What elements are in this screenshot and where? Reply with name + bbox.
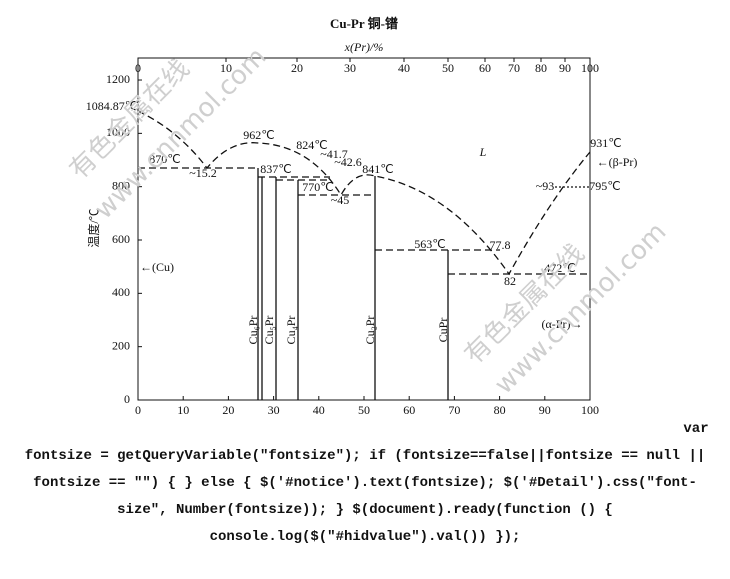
bottom-tick-label: 70 bbox=[448, 403, 460, 417]
bottom-tick-label: 20 bbox=[222, 403, 234, 417]
top-tick-label: 50 bbox=[442, 61, 454, 75]
annotation: ~15.2 bbox=[189, 166, 217, 180]
top-tick-label: 70 bbox=[508, 61, 520, 75]
annotation: 82 bbox=[504, 274, 516, 288]
y-tick-label: 1000 bbox=[106, 125, 130, 139]
top-tick-label: 20 bbox=[291, 61, 303, 75]
top-tick-label: 100 bbox=[581, 61, 599, 75]
top-tick-label: 0 bbox=[135, 61, 141, 75]
y-tick-label: 400 bbox=[112, 285, 130, 299]
bottom-tick-label: 30 bbox=[268, 403, 280, 417]
bottom-tick-label: 100 bbox=[581, 403, 599, 417]
annotation: L bbox=[479, 145, 487, 159]
y-tick-label: 200 bbox=[112, 338, 130, 352]
top-tick-label: 80 bbox=[535, 61, 547, 75]
y-tick-label: 600 bbox=[112, 232, 130, 246]
annotation: 824℃ bbox=[296, 138, 327, 152]
bottom-tick-label: 50 bbox=[358, 403, 370, 417]
title: Cu-Pr 铜-镨 bbox=[330, 16, 398, 31]
annotation: 795℃ bbox=[589, 179, 620, 193]
annotation: 563℃ bbox=[414, 237, 445, 251]
phase-diagram: Cu-Pr 铜-镨 x(Pr)/% w(Pr)/% 温度/℃ 0 10 20 30 40 50 60… bbox=[64, 16, 672, 420]
y-tick-label: 1200 bbox=[106, 72, 130, 86]
annotation: 770℃ bbox=[302, 180, 333, 194]
bottom-tick-label: 10 bbox=[177, 403, 189, 417]
code-text: var fontsize = getQueryVariable("fontsiz… bbox=[24, 421, 709, 545]
annotation: 870℃ bbox=[149, 152, 180, 166]
y-axis-label: 温度/℃ bbox=[86, 208, 101, 247]
annotation: 472℃ bbox=[544, 261, 575, 275]
annotation: 962℃ bbox=[243, 128, 274, 142]
phase-label: Cu₅Pr bbox=[262, 316, 276, 345]
phase-label: Cu₄Pr bbox=[284, 316, 298, 345]
bottom-tick-label: 0 bbox=[135, 403, 141, 417]
annotation: ←(β-Pr) bbox=[597, 155, 638, 169]
top-tick-label: 90 bbox=[559, 61, 571, 75]
annotation: (α-Pr)→ bbox=[542, 317, 583, 331]
annotation: 77.8 bbox=[490, 238, 511, 252]
annotation: 841℃ bbox=[362, 162, 393, 176]
annotation: 931℃ bbox=[590, 136, 621, 150]
bottom-tick-label: 90 bbox=[539, 403, 551, 417]
y-tick-label: 0 bbox=[124, 392, 130, 406]
annotation: 1084.87℃ bbox=[86, 99, 138, 113]
annotation: ~93 bbox=[536, 179, 555, 193]
top-tick-label: 10 bbox=[220, 61, 232, 75]
liquidus bbox=[137, 110, 591, 276]
annotation: ~42.6 bbox=[334, 155, 362, 169]
bottom-tick-label: 40 bbox=[313, 403, 325, 417]
top-axis-label: x(Pr)/% bbox=[344, 40, 384, 54]
end-label: Cu bbox=[131, 418, 145, 420]
bottom-tick-label: 80 bbox=[494, 403, 506, 417]
top-tick-label: 40 bbox=[398, 61, 410, 75]
annotation: 837℃ bbox=[260, 162, 291, 176]
phase-label: Cu₆Pr bbox=[246, 316, 260, 345]
end-label: Pr bbox=[585, 418, 596, 420]
annotation: ~45 bbox=[331, 193, 350, 207]
annotation: ←(Cu) bbox=[140, 260, 174, 274]
bottom-axis-label: w(Pr)/% bbox=[343, 418, 384, 420]
top-tick-label: 30 bbox=[344, 61, 356, 75]
phase-label: Cu₂Pr bbox=[363, 316, 377, 345]
bottom-tick-label: 60 bbox=[403, 403, 415, 417]
phase-label: CuPr bbox=[436, 318, 450, 343]
top-tick-label: 60 bbox=[479, 61, 491, 75]
annotation: ~41.7 bbox=[320, 147, 348, 161]
y-tick-label: 800 bbox=[112, 178, 130, 192]
